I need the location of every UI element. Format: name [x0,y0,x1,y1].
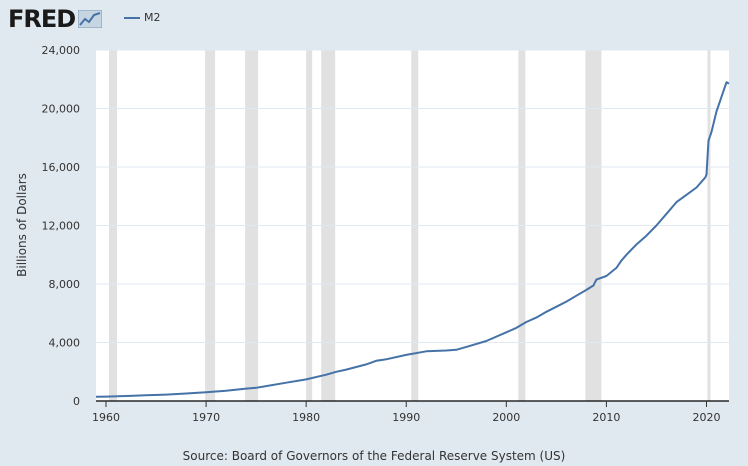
x-tick-label: 2000 [492,411,520,424]
legend: M2 [124,11,161,24]
y-tick-label: 20,000 [42,103,81,116]
series-line-m2 [95,81,730,398]
y-tick-label: 4,000 [49,337,81,350]
y-tick-label: 0 [73,395,80,408]
y-axis-title: Billions of Dollars [15,173,29,277]
x-tick-label: 1990 [392,411,420,424]
y-tick-label: 8,000 [49,278,81,291]
legend-label-m2: M2 [144,11,161,24]
y-tick-label: 24,000 [42,44,81,57]
source-note: Source: Board of Governors of the Federa… [182,449,566,463]
x-tick-label: 1970 [192,411,220,424]
y-tick-label: 16,000 [42,161,81,174]
y-tick-label: 12,000 [42,220,81,233]
x-tick-label: 2010 [592,411,620,424]
x-tick-label: 1960 [92,411,120,424]
x-tick-label: 1980 [292,411,320,424]
fred-logo-text: FRED [8,5,76,33]
legend-swatch [124,16,140,19]
x-tick-label: 2020 [692,411,720,424]
